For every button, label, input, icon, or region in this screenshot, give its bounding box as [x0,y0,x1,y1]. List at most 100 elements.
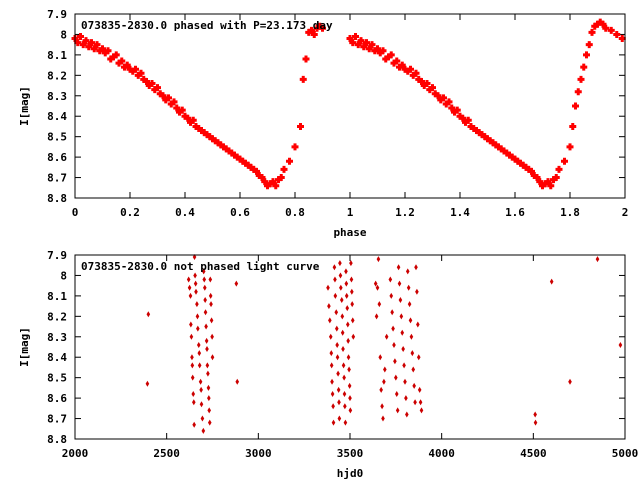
data-point [350,301,354,308]
data-point [555,165,563,173]
data-point [338,260,342,267]
data-point [346,354,351,361]
data-point [416,354,421,361]
data-point [423,80,431,88]
data-point [189,333,194,340]
x-tick-label: 4000 [428,447,455,460]
data-point [407,301,412,308]
data-point [187,284,192,291]
data-point [261,178,269,186]
data-point [602,24,610,32]
x-tick-label: 1.2 [395,206,415,219]
data-point [412,69,420,77]
data-point [568,378,572,385]
y-tick-label: 8.8 [47,433,67,446]
data-point [346,337,350,344]
data-point [340,329,345,336]
data-point [206,384,211,391]
y-tick-label: 8 [60,269,67,282]
data-point [210,333,214,340]
data-point [533,411,537,418]
data-point [528,167,535,175]
data-point [199,386,203,393]
data-point [330,391,335,398]
x-tick-label: 1 [347,206,354,219]
data-point [566,143,574,151]
data-point [184,114,192,122]
x-tick-label: 0.8 [285,206,305,219]
x-tick-label: 1.6 [505,206,525,219]
data-point [346,35,354,43]
data-point [403,378,407,385]
data-point [99,45,106,53]
data-point [207,407,211,414]
data-point [203,309,208,316]
data-point [339,296,344,303]
data-point [434,92,442,100]
y-tick-label: 8.6 [47,151,67,164]
data-point [195,301,199,308]
x-tick-label: 5000 [612,447,639,460]
data-point [331,419,336,426]
data-point [334,309,339,316]
data-point [327,303,331,310]
data-point [382,378,386,385]
data-point [378,354,383,361]
data-point [374,45,381,53]
data-point [533,419,538,426]
data-point [235,378,240,385]
data-point [286,157,293,165]
data-point [418,399,423,406]
data-point [391,325,395,332]
x-tick-label: 2500 [153,447,180,460]
data-point [402,362,406,369]
y-tick-label: 8.1 [47,290,67,303]
data-point [445,98,453,106]
data-point [399,313,404,320]
data-point [418,77,425,85]
data-point [337,399,341,406]
y-tick-label: 8.5 [47,372,67,385]
data-point [269,178,277,186]
data-point [583,51,590,59]
data-point [350,317,355,324]
y-axis-label: I[mag] [18,327,31,367]
data-point [411,366,416,373]
x-tick-label: 1.4 [450,206,470,219]
data-point [394,391,399,398]
data-point [408,317,413,324]
data-point [341,362,346,369]
data-point [392,341,396,348]
data-point [398,296,403,303]
data-point [344,280,349,287]
data-point [297,122,304,130]
data-point [190,374,195,381]
data-point [459,114,467,122]
data-point [357,37,365,45]
plot-frame [74,13,626,199]
data-point [186,276,191,283]
data-point [395,407,400,414]
data-point [208,292,213,299]
data-point [209,317,214,324]
data-point [350,288,354,295]
data-point [145,380,150,387]
data-point [203,284,207,291]
x-tick-label: 3000 [245,447,272,460]
data-point [577,75,585,83]
data-point [352,32,359,40]
data-point [201,427,206,434]
data-point [280,165,288,173]
data-point [132,65,139,73]
data-point [363,39,370,47]
data-point [345,305,350,312]
data-point [331,403,335,410]
y-tick-label: 8.2 [47,69,67,82]
chart-title: 073835-2830.0 not phased light curve [81,260,320,273]
data-point [82,37,90,45]
data-point [368,41,376,49]
data-point [346,321,350,328]
data-point [272,182,280,190]
data-point [376,256,381,263]
data-point [349,260,353,267]
